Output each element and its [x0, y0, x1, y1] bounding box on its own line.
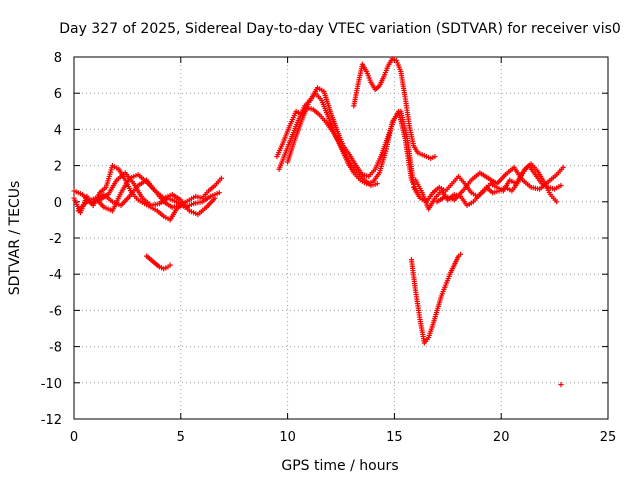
series-trace-4 [92, 177, 184, 210]
y-tick-label: -6 [49, 304, 62, 319]
y-tick-label: -4 [49, 268, 62, 283]
data-point [554, 199, 560, 205]
data-point [558, 382, 564, 388]
data-point [178, 202, 184, 209]
series-trace-6 [274, 90, 421, 196]
series-trace-14 [558, 382, 564, 388]
series-trace-7 [276, 85, 417, 187]
data-point [458, 251, 464, 257]
chart-title: Day 327 of 2025, Sidereal Day-to-day VTE… [59, 21, 621, 37]
x-tick-label: 5 [177, 430, 185, 445]
y-tick-label: 0 [54, 196, 62, 211]
x-tick-label: 15 [386, 430, 403, 445]
data-point [374, 181, 380, 187]
y-tick-label: 8 [54, 51, 62, 66]
series-trace-9 [351, 56, 438, 161]
y-axis-label: SDTVAR / TECUs [7, 181, 23, 296]
y-tick-label: 4 [54, 123, 62, 138]
y-tick-label: -12 [41, 413, 62, 428]
series-trace-5 [144, 253, 173, 272]
y-tick-label: -2 [49, 232, 62, 247]
data-points [71, 56, 566, 388]
data-point [558, 182, 564, 189]
data-point [218, 175, 224, 181]
x-tick-label: 0 [70, 430, 78, 445]
series-trace-12 [434, 164, 566, 205]
grid-layer [74, 57, 608, 419]
series-trace-13 [408, 251, 464, 346]
data-point [432, 153, 438, 160]
y-tick-label: 6 [54, 87, 62, 102]
data-point [212, 195, 218, 201]
series-trace-2 [71, 170, 222, 210]
x-tick-label: 10 [279, 430, 296, 445]
series-trace-8 [285, 105, 380, 189]
x-tick-label: 25 [600, 430, 617, 445]
y-tick-label: -10 [41, 377, 62, 392]
x-axis-label: GPS time / hours [281, 458, 398, 474]
x-tick-label: 20 [493, 430, 510, 445]
data-point [167, 262, 173, 268]
y-tick-label: -8 [49, 341, 62, 356]
data-point [216, 190, 222, 196]
y-tick-label: 2 [54, 160, 62, 175]
data-point [560, 164, 566, 171]
